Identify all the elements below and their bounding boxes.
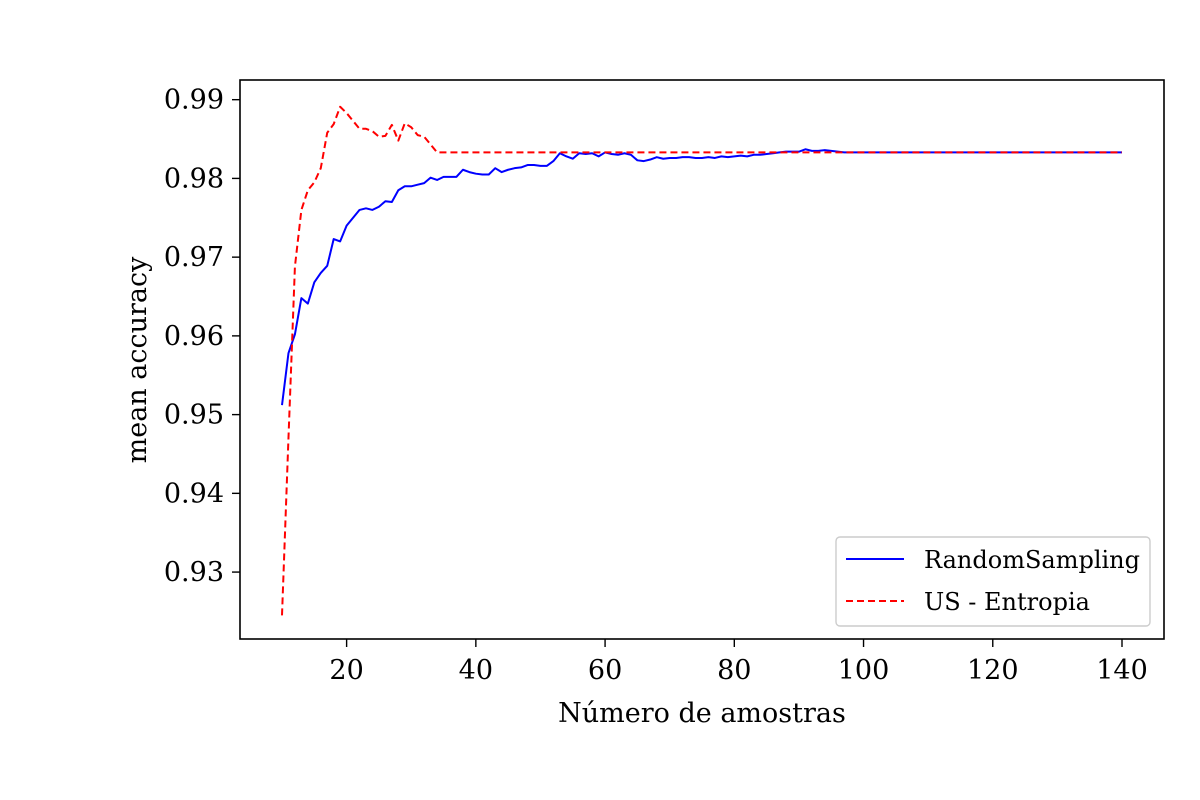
plot-frame [239,79,1165,640]
y-tick-label: 0.93 [164,557,224,588]
y-axis-label: mean accuracy [122,256,153,464]
x-tick-label: 60 [588,655,622,686]
legend-label-random-sampling: RandomSampling [924,546,1140,574]
y-tick-label: 0.94 [164,478,224,509]
plot-series [281,105,1122,616]
y-tick-label: 0.97 [164,242,224,273]
x-axis: 20 40 60 80 100 120 140 [329,639,1148,686]
y-tick-label: 0.95 [164,400,224,431]
y-tick-label: 0.99 [164,85,224,116]
x-tick-label: 80 [717,655,751,686]
x-tick-label: 20 [329,655,363,686]
x-tick-label: 40 [459,655,493,686]
x-axis-label: Número de amostras [558,698,846,729]
x-tick-label: 140 [1096,655,1148,686]
legend-label-us-entropia: US - Entropia [924,588,1090,616]
y-axis: 0.93 0.94 0.95 0.96 0.97 0.98 0.99 [164,85,240,588]
legend: RandomSampling US - Entropia [835,536,1151,627]
x-tick-label: 100 [838,655,890,686]
y-tick-label: 0.98 [164,163,224,194]
series-line-randomsampling [281,148,1122,406]
y-tick-label: 0.96 [164,321,224,352]
series-line-us-entropia [281,105,1122,616]
x-tick-label: 120 [967,655,1019,686]
legend-box [835,536,1151,627]
